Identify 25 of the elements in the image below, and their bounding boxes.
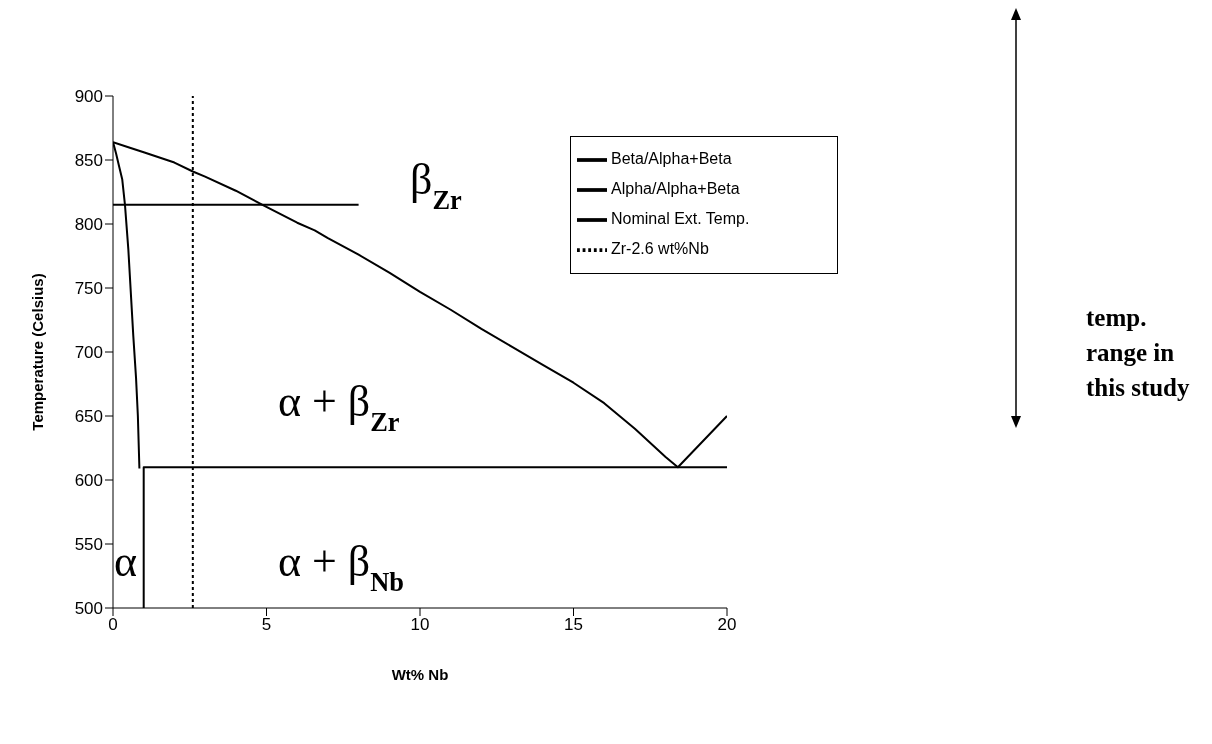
annotation: β$_{Zr}$	[410, 155, 462, 215]
y-tick-label: 550	[74, 535, 103, 555]
y-tick-label: 600	[74, 471, 103, 491]
y-tick-label: 850	[74, 151, 103, 171]
text: temp. range in this study	[1086, 303, 1191, 403]
y-tick-label: 500	[74, 599, 103, 619]
y-tick-label: 700	[74, 343, 103, 363]
legend-label: Alpha/Alpha+Beta	[611, 180, 740, 198]
legend-label: Nominal Ext. Temp.	[611, 210, 750, 228]
x-tick-label: 20	[717, 615, 737, 635]
y-tick-label: 800	[74, 215, 103, 235]
y-tick-label: 650	[74, 407, 103, 427]
y-tick-label: 900	[74, 87, 103, 107]
annotation: α	[114, 537, 138, 586]
annotation: α + β$_{Zr}$	[278, 377, 400, 437]
x-tick-label: 5	[261, 615, 272, 635]
y-axis-title: Temperature (Celsius)	[29, 273, 47, 431]
x-tick-label: 10	[410, 615, 430, 635]
annotation: α + β$_{Nb}$	[278, 537, 405, 597]
legend-label: Beta/Alpha+Beta	[611, 150, 732, 168]
x-axis-title: Wt% Nb	[391, 666, 449, 683]
x-tick-label: 15	[564, 615, 583, 635]
y-tick-label: 750	[74, 279, 103, 299]
x-tick-label: 0	[108, 615, 118, 635]
legend-label: Zr-2.6 wt%Nb	[611, 240, 709, 258]
